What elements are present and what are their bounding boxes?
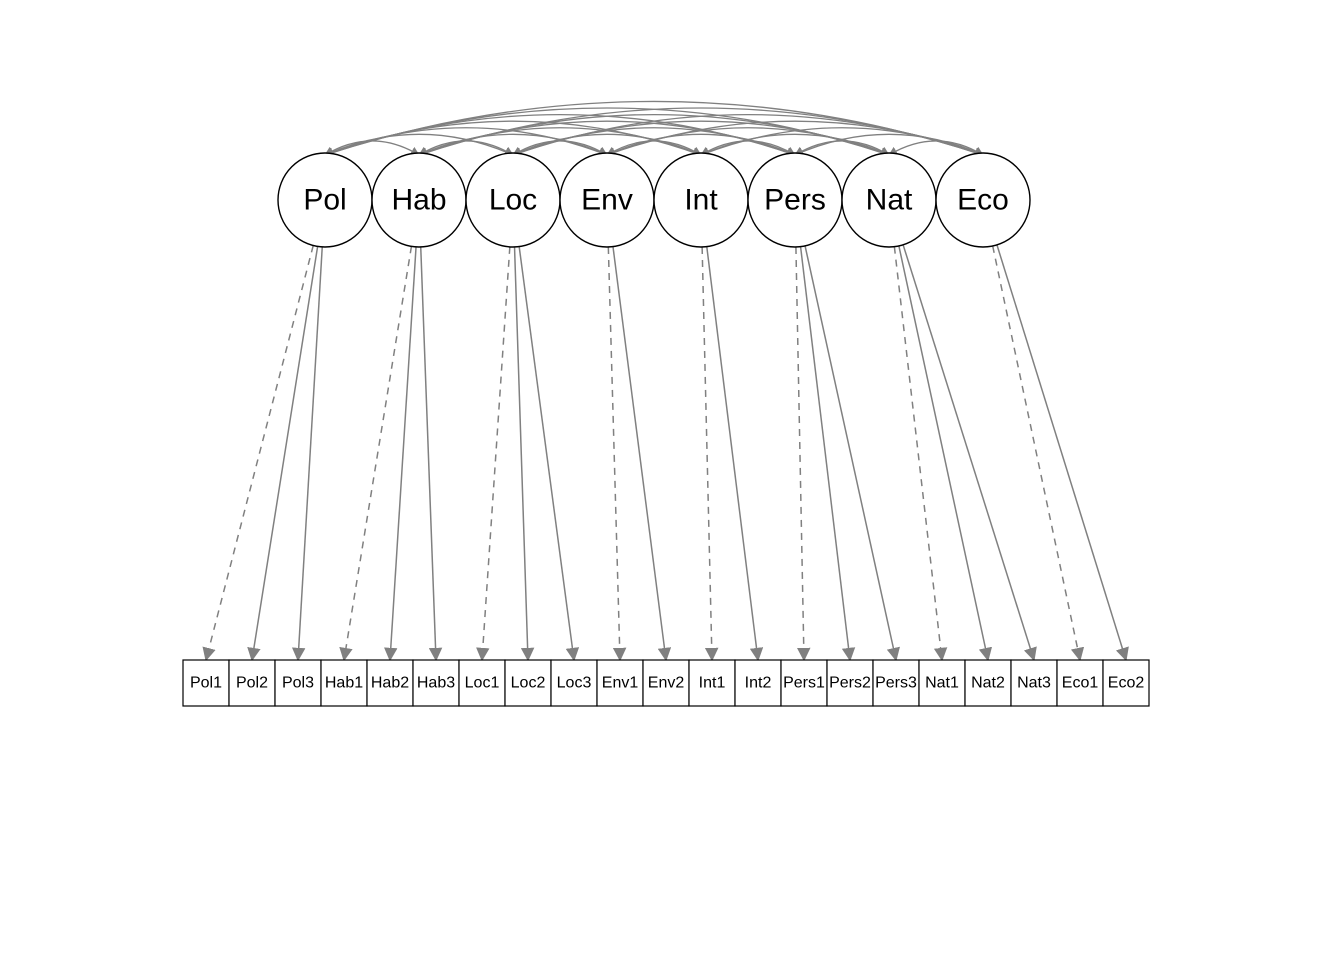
loading-Env-Env1 — [608, 247, 620, 660]
indicator-label-Hab1: Hab1 — [325, 675, 363, 692]
indicator-label-Nat3: Nat3 — [1017, 675, 1051, 692]
indicator-label-Eco1: Eco1 — [1062, 675, 1099, 692]
indicator-label-Loc1: Loc1 — [465, 675, 500, 692]
loading-Nat-Nat3 — [903, 245, 1034, 660]
covariance-arcs — [325, 101, 983, 155]
covariance-Loc-Env — [513, 141, 607, 155]
loading-Int-Int2 — [707, 247, 758, 660]
covariance-Nat-Eco — [889, 141, 983, 155]
loading-Eco-Eco2 — [997, 245, 1126, 660]
factor-label-Hab: Hab — [391, 184, 446, 217]
loading-Int-Int1 — [702, 247, 712, 660]
factor-label-Pol: Pol — [303, 184, 346, 217]
loading-Nat-Nat1 — [894, 247, 942, 660]
factor-label-Loc: Loc — [489, 184, 537, 217]
factor-nodes: Pol Hab Loc Env Int Pers Nat Eco — [278, 153, 1030, 247]
loading-Pers-Pers1 — [796, 247, 804, 660]
indicator-nodes: Pol1 Pol2 Pol3 Hab1 Hab2 Hab3 Loc1 Loc2 Loc3 Env1… — [183, 660, 1149, 706]
indicator-label-Nat2: Nat2 — [971, 675, 1005, 692]
factor-label-Eco: Eco — [957, 184, 1009, 217]
covariance-Pol-Hab — [325, 141, 419, 155]
indicator-label-Env1: Env1 — [602, 675, 639, 692]
covariance-Env-Int — [607, 141, 701, 155]
sem-diagram: Pol Hab Loc Env Int Pers Nat Eco Pol1 Pol2 Pol3 Hab… — [0, 0, 1344, 960]
factor-label-Pers: Pers — [764, 184, 826, 217]
loading-Nat-Nat2 — [899, 246, 988, 660]
indicator-label-Loc3: Loc3 — [557, 675, 592, 692]
loading-Hab-Hab2 — [390, 247, 416, 660]
factor-label-Env: Env — [581, 184, 633, 217]
indicator-label-Hab3: Hab3 — [417, 675, 455, 692]
loading-Pol-Pol1 — [206, 246, 313, 660]
indicator-label-Eco2: Eco2 — [1108, 675, 1145, 692]
indicator-label-Pers1: Pers1 — [783, 675, 825, 692]
loading-Env-Env2 — [613, 247, 666, 660]
loading-Hab-Hab1 — [344, 246, 411, 660]
indicator-label-Pol1: Pol1 — [190, 675, 222, 692]
factor-label-Nat: Nat — [866, 184, 913, 217]
loading-edges — [206, 245, 1126, 660]
loading-Pers-Pers3 — [805, 246, 896, 660]
indicator-label-Int1: Int1 — [699, 675, 726, 692]
loading-Eco-Eco1 — [993, 246, 1080, 660]
indicator-label-Loc2: Loc2 — [511, 675, 546, 692]
loading-Pers-Pers2 — [801, 247, 850, 660]
covariance-Hab-Loc — [419, 141, 513, 155]
indicator-label-Int2: Int2 — [745, 675, 772, 692]
loading-Loc-Loc3 — [519, 247, 574, 660]
loading-Pol-Pol2 — [252, 246, 318, 660]
factor-label-Int: Int — [684, 184, 718, 217]
loading-Pol-Pol3 — [298, 247, 322, 660]
indicator-label-Pol3: Pol3 — [282, 675, 314, 692]
indicator-label-Nat1: Nat1 — [925, 675, 959, 692]
indicator-label-Hab2: Hab2 — [371, 675, 409, 692]
indicator-label-Pers2: Pers2 — [829, 675, 871, 692]
covariance-Pers-Eco — [795, 134, 983, 155]
indicator-label-Pers3: Pers3 — [875, 675, 917, 692]
covariance-Pers-Nat — [795, 141, 889, 155]
loading-Hab-Hab3 — [421, 247, 436, 660]
covariance-Int-Pers — [701, 141, 795, 155]
indicator-label-Pol2: Pol2 — [236, 675, 268, 692]
loading-Loc-Loc2 — [515, 247, 528, 660]
indicator-label-Env2: Env2 — [648, 675, 685, 692]
loading-Loc-Loc1 — [482, 247, 510, 660]
